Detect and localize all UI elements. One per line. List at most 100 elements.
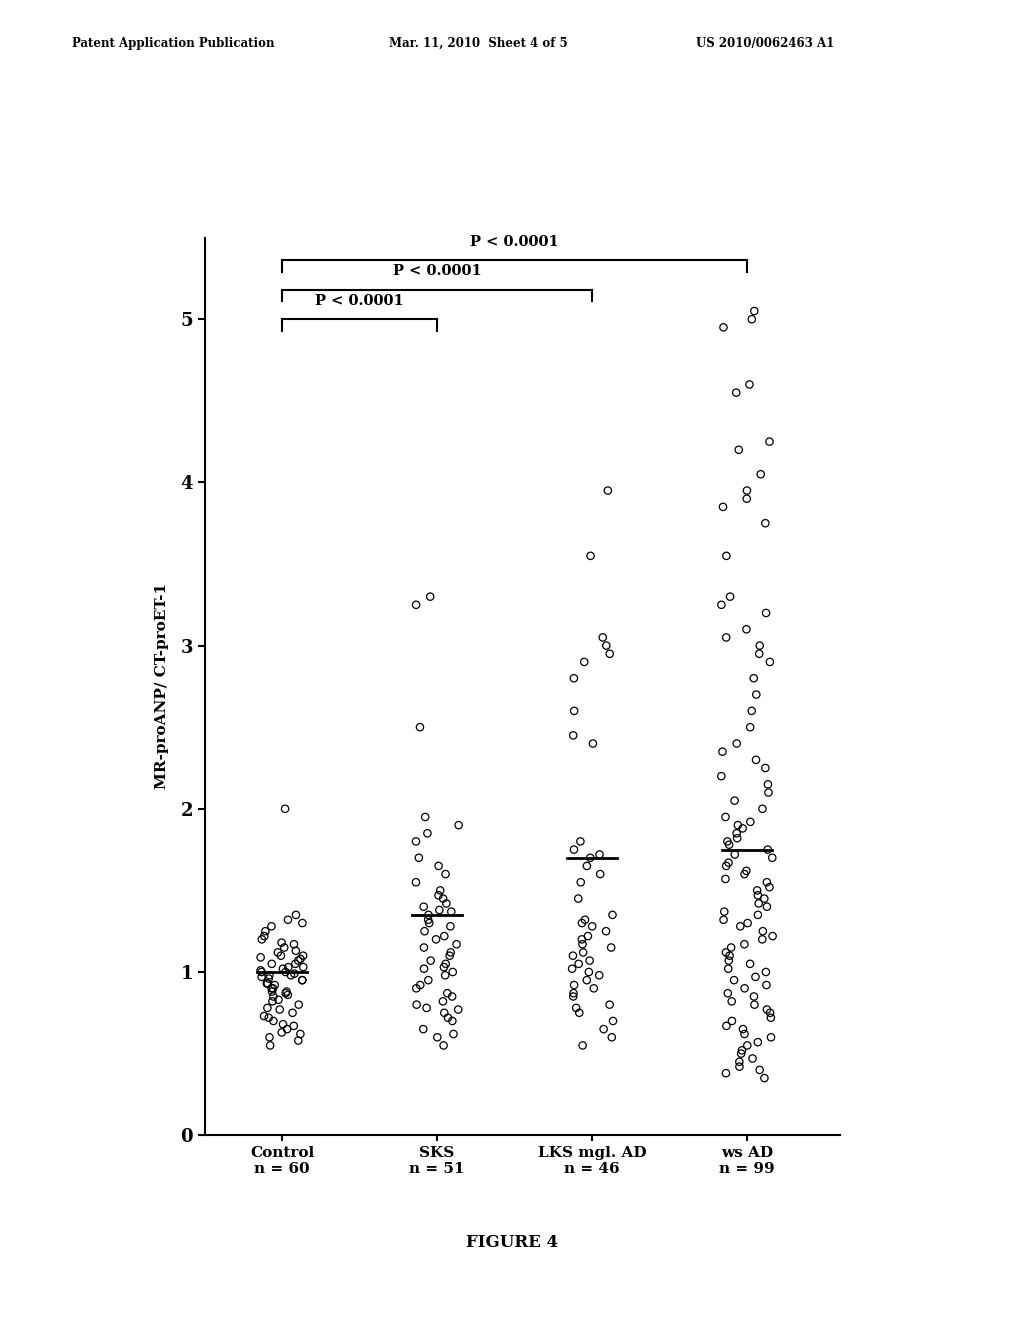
Point (743, 309, 760, 330)
Point (746, 301, 763, 322)
Point (601, 643, 617, 664)
Point (435, 957, 452, 978)
Point (574, 942, 591, 964)
Point (451, 814, 467, 836)
Point (291, 994, 307, 1015)
Point (585, 733, 601, 754)
Point (592, 863, 608, 884)
Point (273, 1022, 290, 1043)
Point (727, 843, 743, 865)
Point (438, 892, 455, 913)
Point (715, 496, 731, 517)
Point (741, 374, 758, 395)
Point (580, 925, 596, 946)
Point (565, 982, 582, 1003)
Point (263, 953, 280, 974)
Point (717, 807, 733, 828)
Point (419, 822, 435, 843)
Point (435, 888, 452, 909)
Point (738, 480, 755, 502)
Point (726, 970, 742, 991)
Point (750, 1032, 766, 1053)
Point (591, 843, 607, 865)
Point (722, 586, 738, 607)
Point (758, 974, 774, 995)
Point (572, 871, 589, 892)
Point (721, 945, 737, 966)
Point (444, 1010, 461, 1031)
Point (431, 899, 447, 920)
Point (259, 973, 275, 994)
Point (264, 978, 281, 999)
Point (256, 1006, 272, 1027)
Point (253, 966, 269, 987)
Point (420, 909, 436, 931)
Point (444, 986, 461, 1007)
Point (435, 1035, 452, 1056)
Point (743, 701, 760, 722)
Y-axis label: MR-proANP/ CT-proET-1: MR-proANP/ CT-proET-1 (156, 583, 169, 789)
Point (276, 937, 293, 958)
Point (752, 1060, 768, 1081)
Point (751, 892, 767, 913)
Point (288, 904, 304, 925)
Point (751, 643, 767, 664)
Point (564, 958, 581, 979)
Text: Mar. 11, 2010  Sheet 4 of 5: Mar. 11, 2010 Sheet 4 of 5 (389, 37, 567, 50)
Point (714, 741, 730, 762)
Point (294, 970, 310, 991)
Point (412, 974, 428, 995)
Point (286, 964, 302, 985)
Point (262, 1035, 279, 1056)
Point (579, 855, 595, 876)
Text: FIGURE 4: FIGURE 4 (466, 1234, 558, 1251)
Point (436, 925, 453, 946)
Point (713, 594, 729, 615)
Point (565, 725, 582, 746)
Point (428, 929, 444, 950)
Point (444, 961, 461, 982)
Point (573, 929, 590, 950)
Point (565, 945, 582, 966)
Point (735, 1019, 752, 1040)
Point (253, 960, 269, 981)
Point (600, 480, 616, 502)
Point (573, 912, 590, 933)
Point (605, 1010, 622, 1031)
Point (253, 961, 269, 982)
Point (278, 961, 294, 982)
Point (764, 847, 780, 869)
Point (762, 1002, 778, 1023)
Point (416, 937, 432, 958)
Point (411, 847, 427, 869)
Point (265, 1010, 282, 1031)
Point (290, 1030, 306, 1051)
Point (758, 961, 774, 982)
Point (421, 912, 437, 933)
Point (730, 440, 746, 461)
Point (441, 945, 458, 966)
Point (260, 968, 276, 989)
Point (716, 909, 732, 931)
Point (283, 965, 299, 986)
Point (583, 545, 599, 566)
Point (269, 942, 286, 964)
Point (713, 766, 729, 787)
Point (420, 904, 436, 925)
Point (591, 965, 607, 986)
Point (293, 948, 309, 969)
Point (264, 981, 281, 1002)
Point (574, 933, 591, 954)
Point (728, 733, 744, 754)
Point (408, 871, 424, 892)
Point (417, 920, 433, 941)
Point (449, 933, 465, 954)
Point (273, 932, 290, 953)
Point (742, 953, 759, 974)
Point (716, 317, 732, 338)
Text: Patent Application Publication: Patent Application Publication (72, 37, 274, 50)
Point (572, 830, 589, 851)
Point (761, 432, 777, 453)
Text: US 2010/0062463 A1: US 2010/0062463 A1 (696, 37, 835, 50)
Point (254, 929, 270, 950)
